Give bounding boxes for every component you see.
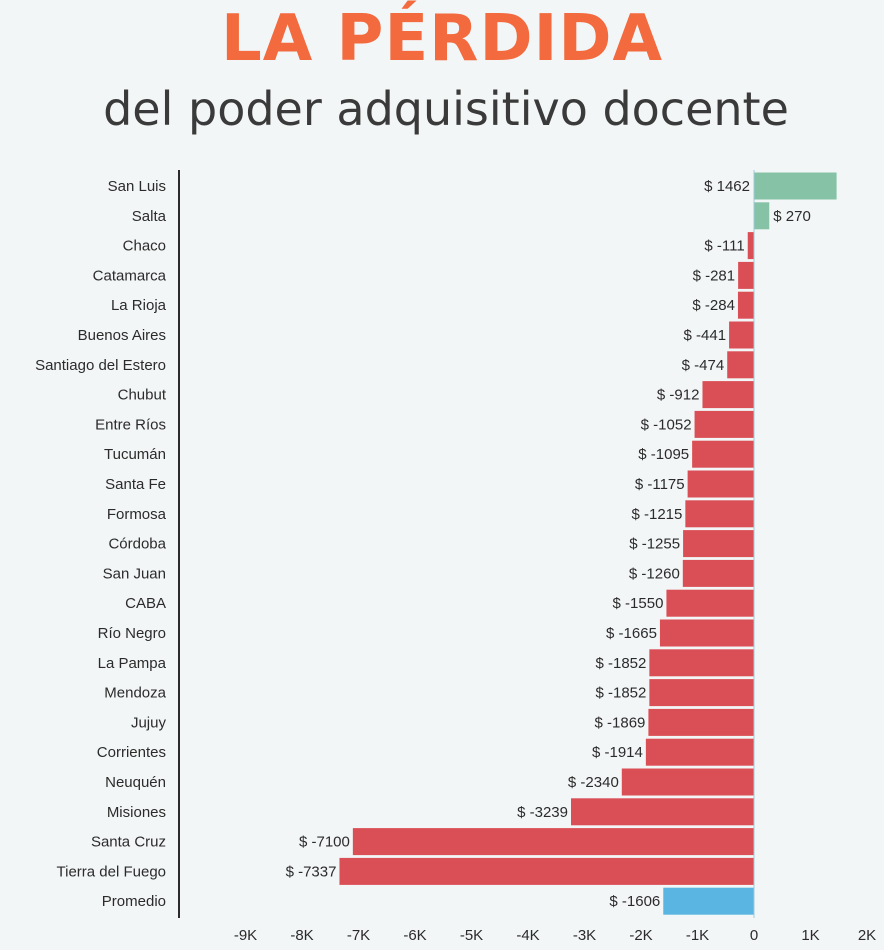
- category-label: Formosa: [107, 506, 167, 523]
- bars-group: [339, 172, 837, 915]
- bar: [694, 410, 754, 438]
- value-label: $ -1215: [631, 506, 682, 523]
- value-label: $ 1462: [704, 178, 750, 195]
- category-label: Jujuy: [131, 714, 167, 731]
- bar: [747, 232, 754, 260]
- category-label: Río Negro: [98, 625, 166, 642]
- bar: [727, 351, 754, 379]
- category-label: San Juan: [103, 565, 166, 582]
- value-label: $ -111: [704, 238, 744, 255]
- category-label: Corrientes: [97, 744, 166, 761]
- x-tick-label: 2K: [858, 927, 876, 944]
- value-label: $ -3239: [517, 804, 568, 821]
- category-label: Santa Fe: [105, 476, 166, 493]
- bar: [621, 768, 754, 796]
- x-axis-ticks: -9K -8K -7K -6K -5K -4K -3K -2K -1K 0 1K 2K: [234, 927, 876, 944]
- bar: [754, 202, 770, 230]
- category-label: Chaco: [123, 238, 166, 255]
- category-label: Salta: [132, 208, 167, 225]
- category-label: Catamarca: [93, 267, 167, 284]
- category-label: Entre Ríos: [95, 416, 166, 433]
- chart-subtitle: del poder adquisitivo docente: [103, 82, 789, 136]
- x-tick-label: -7K: [347, 927, 370, 944]
- x-tick-label: -9K: [234, 927, 257, 944]
- bar: [692, 440, 754, 468]
- x-tick-label: 0: [750, 927, 758, 944]
- category-label: Misiones: [107, 804, 166, 821]
- category-label: Santa Cruz: [91, 834, 166, 851]
- category-label: San Luis: [108, 178, 166, 195]
- value-labels: $ 1462 $ 270 $ -111 $ -281 $ -284 $ -441 $ -47…: [286, 178, 811, 910]
- bar: [339, 857, 754, 885]
- bar: [702, 381, 754, 409]
- value-label: $ -1869: [595, 714, 646, 731]
- bar: [352, 828, 754, 856]
- value-label: $ -1550: [613, 595, 664, 612]
- category-label: Chubut: [118, 387, 167, 404]
- value-label: $ -2340: [568, 774, 619, 791]
- bar: [738, 261, 754, 289]
- value-label: $ 270: [773, 208, 811, 225]
- category-labels: San Luis Salta Chaco Catamarca La Rioja Bueno…: [35, 178, 167, 910]
- value-label: $ -1095: [638, 446, 689, 463]
- category-label: Córdoba: [108, 536, 166, 553]
- bar: [645, 738, 754, 766]
- bar: [648, 708, 754, 736]
- category-label: Mendoza: [104, 685, 166, 702]
- bar: [729, 321, 754, 349]
- bar: [754, 172, 837, 200]
- bar: [666, 589, 754, 617]
- category-label: Promedio: [102, 893, 166, 910]
- value-label: $ -912: [657, 387, 700, 404]
- bar: [687, 470, 754, 498]
- category-label: Santiago del Estero: [35, 357, 166, 374]
- category-label: La Rioja: [111, 297, 167, 314]
- bar: [649, 649, 754, 677]
- x-tick-label: -1K: [686, 927, 709, 944]
- value-label: $ -7337: [286, 863, 337, 880]
- bar: [659, 619, 754, 647]
- x-tick-label: -3K: [573, 927, 596, 944]
- chart-title: LA PÉRDIDA: [220, 2, 664, 76]
- x-tick-label: -4K: [516, 927, 539, 944]
- bar: [682, 559, 754, 587]
- value-label: $ -281: [693, 267, 736, 284]
- category-label: La Pampa: [98, 655, 167, 672]
- x-tick-label: 1K: [801, 927, 819, 944]
- bar: [570, 798, 754, 826]
- category-label: Tierra del Fuego: [57, 863, 167, 880]
- bar: [737, 291, 754, 319]
- value-label: $ -441: [684, 327, 727, 344]
- value-label: $ -1260: [629, 565, 680, 582]
- x-tick-label: -6K: [403, 927, 426, 944]
- bar: [649, 679, 754, 707]
- value-label: $ -1175: [635, 476, 685, 493]
- bar: [683, 530, 754, 558]
- value-label: $ -1914: [592, 744, 643, 761]
- category-label: Tucumán: [104, 446, 166, 463]
- category-label: CABA: [125, 595, 166, 612]
- value-label: $ -474: [682, 357, 725, 374]
- x-tick-label: -5K: [460, 927, 483, 944]
- value-label: $ -284: [692, 297, 735, 314]
- value-label: $ -1052: [641, 416, 692, 433]
- category-label: Neuquén: [105, 774, 166, 791]
- x-tick-label: -8K: [290, 927, 313, 944]
- value-label: $ -1255: [629, 536, 680, 553]
- x-tick-label: -2K: [629, 927, 652, 944]
- value-label: $ -7100: [299, 834, 350, 851]
- category-label: Buenos Aires: [78, 327, 166, 344]
- bar: [685, 500, 754, 528]
- value-label: $ -1665: [606, 625, 657, 642]
- value-label: $ -1852: [595, 685, 646, 702]
- bar: [663, 887, 754, 915]
- value-label: $ -1606: [609, 893, 660, 910]
- value-label: $ -1852: [595, 655, 646, 672]
